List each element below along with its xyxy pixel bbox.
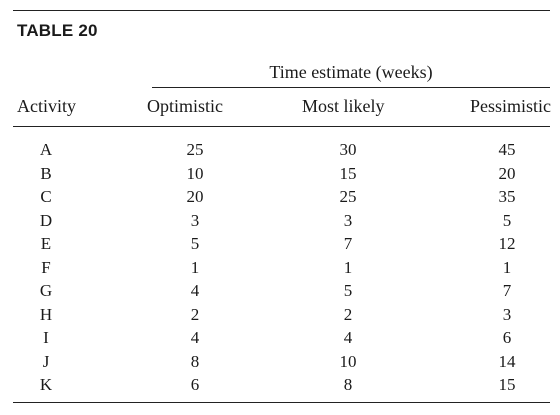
cell-pessimistic: 45 xyxy=(498,140,516,159)
table-row: I 4 4 6 xyxy=(0,326,560,350)
group-header: Time estimate (weeks) xyxy=(269,62,433,82)
cell-most-likely: 2 xyxy=(343,304,353,324)
cell-most-likely: 8 xyxy=(343,375,353,394)
cell-optimistic: 25 xyxy=(186,140,204,159)
cell-most-likely: 5 xyxy=(343,281,353,300)
cell-pessimistic: 20 xyxy=(498,163,516,183)
cell-most-likely: 25 xyxy=(339,187,357,206)
cell-activity: F xyxy=(41,257,51,277)
cell-pessimistic: 7 xyxy=(502,281,512,300)
cell-pessimistic: 6 xyxy=(502,328,512,347)
cell-optimistic: 2 xyxy=(190,304,200,324)
header-rule xyxy=(13,126,550,127)
cell-activity: A xyxy=(39,140,53,159)
cell-optimistic: 3 xyxy=(190,210,200,230)
cell-optimistic: 5 xyxy=(190,234,200,253)
cell-most-likely: 30 xyxy=(339,140,357,159)
group-header-rule xyxy=(152,87,550,88)
table-body: A 25 30 45 B 10 15 20 C 20 25 35 D 3 3 5 E 5 7 12 F 1 1 1 G 4 5 7 H 2… xyxy=(0,138,560,397)
cell-activity: B xyxy=(40,163,52,183)
cell-activity: G xyxy=(39,281,53,300)
cell-pessimistic: 12 xyxy=(498,234,516,253)
table-row: G 4 5 7 xyxy=(0,279,560,303)
table-row: C 20 25 35 xyxy=(0,185,560,209)
table-row: A 25 30 45 xyxy=(0,138,560,162)
table-row: K 6 8 15 xyxy=(0,373,560,397)
cell-most-likely: 3 xyxy=(343,210,353,230)
cell-activity: K xyxy=(39,375,53,394)
cell-pessimistic: 3 xyxy=(502,304,512,324)
cell-most-likely: 1 xyxy=(343,257,353,277)
cell-optimistic: 6 xyxy=(190,375,200,394)
cell-activity: H xyxy=(39,304,53,324)
cell-optimistic: 1 xyxy=(190,257,200,277)
cell-pessimistic: 14 xyxy=(498,351,516,371)
table-row: J 8 10 14 xyxy=(0,350,560,374)
top-rule xyxy=(13,10,550,11)
table-row: F 1 1 1 xyxy=(0,256,560,280)
cell-activity: C xyxy=(40,187,52,206)
cell-pessimistic: 5 xyxy=(502,210,512,230)
table-label: TABLE 20 xyxy=(17,21,98,40)
cell-most-likely: 4 xyxy=(343,328,353,347)
cell-optimistic: 4 xyxy=(190,328,200,347)
cell-optimistic: 20 xyxy=(186,187,204,206)
cell-optimistic: 8 xyxy=(190,351,200,371)
cell-pessimistic: 35 xyxy=(498,187,516,206)
cell-pessimistic: 15 xyxy=(498,375,516,394)
table-row: H 2 2 3 xyxy=(0,303,560,327)
table-row: B 10 15 20 xyxy=(0,162,560,186)
cell-most-likely: 7 xyxy=(343,234,353,253)
column-header-most-likely: Most likely xyxy=(302,96,385,116)
cell-activity: J xyxy=(42,351,50,371)
cell-activity: E xyxy=(40,234,52,253)
column-header-activity: Activity xyxy=(17,96,76,116)
cell-most-likely: 10 xyxy=(339,351,357,371)
cell-most-likely: 15 xyxy=(339,163,357,183)
bottom-rule xyxy=(13,402,550,403)
column-header-optimistic: Optimistic xyxy=(147,96,223,116)
column-header-pessimistic: Pessimistic xyxy=(469,96,551,116)
cell-optimistic: 10 xyxy=(186,163,204,183)
table-row: D 3 3 5 xyxy=(0,209,560,233)
cell-activity: I xyxy=(43,328,49,347)
cell-activity: D xyxy=(39,210,53,230)
cell-optimistic: 4 xyxy=(190,281,200,300)
table-row: E 5 7 12 xyxy=(0,232,560,256)
cell-pessimistic: 1 xyxy=(502,257,512,277)
